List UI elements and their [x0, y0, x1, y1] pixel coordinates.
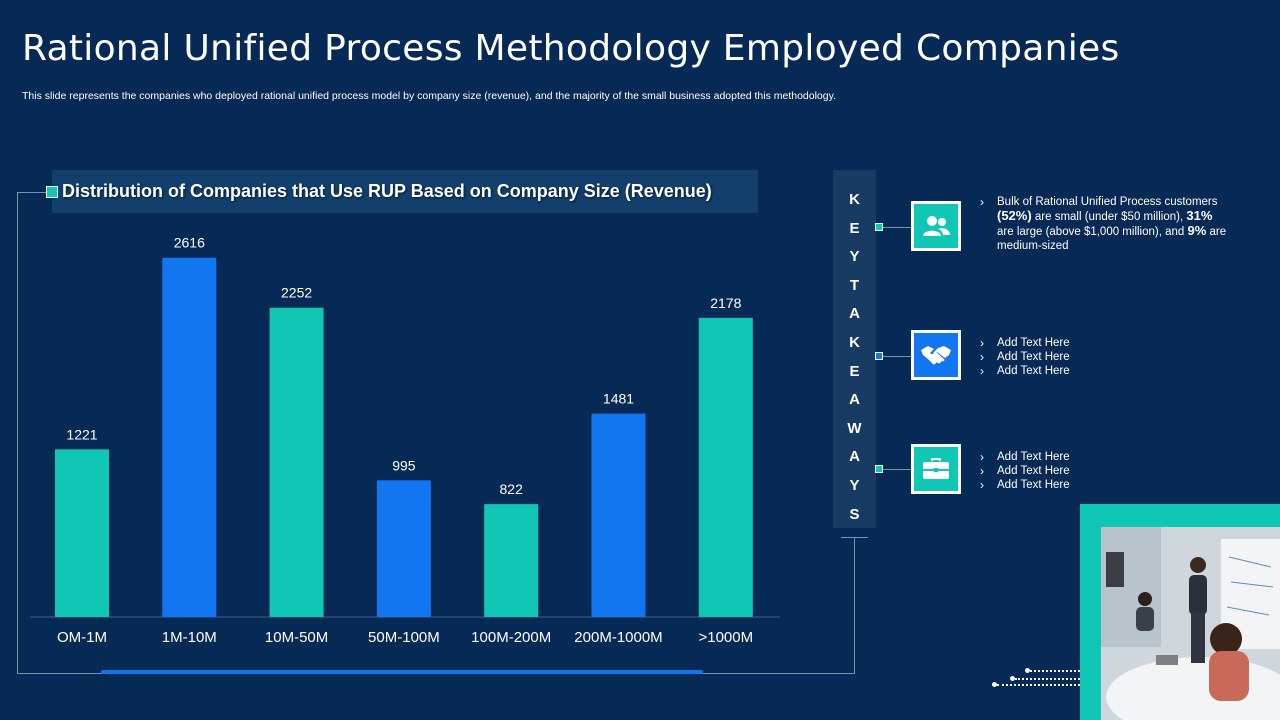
- takeaway-connector-line: [883, 469, 911, 470]
- slide-title: Rational Unified Process Methodology Emp…: [22, 28, 1120, 69]
- bar-10M-50M: [269, 307, 324, 617]
- decor-dot: [1025, 668, 1030, 673]
- takeaway-line: are large (above $1,000 million), and: [997, 226, 1188, 238]
- takeaway-text-3: Add Text Here Add Text Here Add Text Her…: [977, 450, 1177, 492]
- key-takeaways-column: KEYTAKEAWAYS: [833, 170, 876, 528]
- takeaway-text-1: Bulk of Rational Unified Process custome…: [977, 195, 1252, 253]
- chart-frame-left: [17, 192, 18, 674]
- x-tick-label: >1000M: [698, 629, 753, 646]
- chart-title: Distribution of Companies that Use RUP B…: [62, 181, 712, 201]
- chart-header-marker: [46, 186, 58, 198]
- bar-100M-200M: [484, 504, 539, 617]
- decor-dotted-line: [1030, 670, 1080, 672]
- decor-dotted-line: [997, 684, 1080, 686]
- users-icon: [923, 216, 950, 236]
- takeaway-base-line: [841, 537, 868, 538]
- data-label: 2178: [710, 295, 741, 311]
- x-tick-label: 1M-10M: [162, 629, 217, 646]
- takeaway-connector-dot: [875, 223, 883, 231]
- bar-1M-10M: [162, 257, 217, 617]
- takeaway-point: Add Text Here: [977, 364, 1177, 378]
- takeaway-line: are medium-sized: [997, 226, 1227, 252]
- takeaway-connector-dot: [875, 465, 883, 473]
- takeaway-connector-line: [883, 356, 911, 357]
- slide-subtitle: This slide represents the companies who …: [22, 90, 836, 102]
- handshake-icon: [921, 346, 951, 365]
- bar->1000M: [698, 317, 753, 617]
- x-tick-label: 100M-200M: [471, 629, 551, 646]
- takeaway-point: Add Text Here: [977, 350, 1177, 364]
- decor-dotted-line: [1015, 678, 1080, 680]
- bar-200M-1000M: [591, 413, 646, 617]
- chart-header: Distribution of Companies that Use RUP B…: [52, 170, 758, 213]
- takeaway-point: Add Text Here: [977, 478, 1177, 492]
- bar-OM-1M: [55, 449, 109, 617]
- takeaway-line: are small (under $50 million),: [1031, 211, 1187, 223]
- chart-frame-right: [854, 537, 855, 674]
- chart-frame-top: [17, 192, 47, 193]
- briefcase-icon: [923, 458, 949, 479]
- x-tick-label: 200M-1000M: [574, 629, 662, 646]
- takeaway-highlight: 31%: [1186, 208, 1213, 223]
- bar-50M-100M: [376, 480, 431, 617]
- decor-dot: [1010, 676, 1015, 681]
- takeaway-point: Add Text Here: [977, 464, 1177, 478]
- takeaway-point: Add Text Here: [977, 336, 1177, 350]
- takeaway-icon-box: [911, 444, 961, 494]
- takeaway-connector-line: [883, 227, 911, 228]
- takeaway-connector-dot: [875, 352, 883, 360]
- decor-dot: [992, 682, 997, 687]
- takeaway-point: Add Text Here: [977, 450, 1177, 464]
- data-label: 2252: [281, 285, 312, 301]
- key-takeaways-heading: KEYTAKEAWAYS: [847, 191, 862, 523]
- x-tick-label: 10M-50M: [265, 629, 328, 646]
- x-tick-label: 50M-100M: [368, 629, 440, 646]
- takeaway-text-2: Add Text Here Add Text Here Add Text Her…: [977, 336, 1177, 378]
- data-label: 1481: [603, 391, 634, 407]
- data-label: 2616: [174, 235, 205, 251]
- chart-scrollbar: [101, 670, 703, 674]
- takeaway-highlight: 9%: [1187, 223, 1207, 238]
- takeaway-line: Bulk of Rational Unified Process custome…: [997, 196, 1218, 208]
- data-label: 995: [392, 457, 416, 473]
- data-label: 1221: [66, 426, 97, 442]
- x-tick-label: OM-1M: [57, 629, 107, 646]
- data-label: 822: [500, 481, 524, 497]
- takeaway-icon-box: [911, 330, 961, 380]
- takeaway-highlight: (52%): [997, 208, 1032, 223]
- bars-group: 1221 OM-1M 2616 1M-10M 2252 10M-50M 995 50M-100…: [55, 235, 753, 646]
- takeaway-icon-box: [911, 201, 961, 251]
- office-meeting-photo: [1101, 527, 1280, 720]
